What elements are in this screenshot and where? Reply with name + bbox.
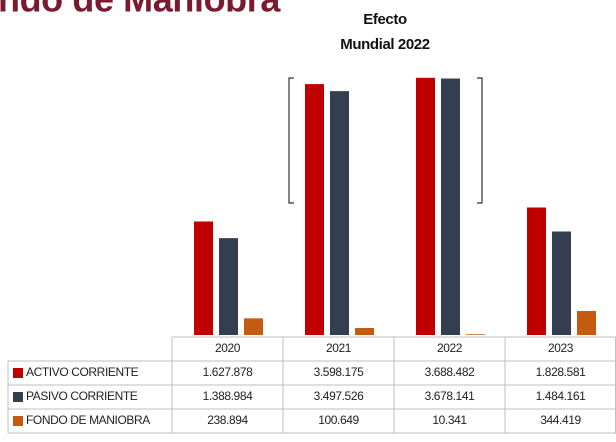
data-label: 100.649 xyxy=(318,413,359,427)
legend-swatch xyxy=(13,392,23,402)
annotation: Efecto xyxy=(363,11,407,28)
data-label: 344.419 xyxy=(540,413,581,427)
data-label: 10.341 xyxy=(432,413,467,427)
bar xyxy=(416,77,435,335)
data-label: 1.484.161 xyxy=(536,389,587,403)
legend-swatch xyxy=(13,368,23,378)
bar xyxy=(194,221,213,335)
bracket xyxy=(477,77,483,204)
legend-swatch xyxy=(13,416,23,426)
legend-label: FONDO DE MANIOBRA xyxy=(26,413,150,427)
data-label: 1.627.878 xyxy=(203,365,254,379)
bar xyxy=(466,334,485,335)
bracket xyxy=(288,77,294,204)
bar xyxy=(244,318,263,335)
data-label: 3.598.175 xyxy=(314,365,365,379)
bar xyxy=(577,310,596,335)
x-tick-label: 2022 xyxy=(437,341,463,355)
bar xyxy=(219,238,238,335)
data-label: 1.388.984 xyxy=(203,389,254,403)
bar xyxy=(441,78,460,335)
chart-title: ndo de Maniobra xyxy=(0,0,281,20)
x-tick-label: 2020 xyxy=(215,341,241,355)
bar xyxy=(330,91,349,335)
bar xyxy=(305,84,324,336)
data-label: 238.894 xyxy=(207,413,248,427)
legend-label: ACTIVO CORRIENTE xyxy=(26,365,139,379)
x-tick-label: 2023 xyxy=(548,341,574,355)
bar xyxy=(527,207,546,335)
bar xyxy=(355,327,374,335)
bar xyxy=(552,231,571,335)
data-label: 3.497.526 xyxy=(314,389,365,403)
data-label: 1.828.581 xyxy=(536,365,587,379)
legend-label: PASIVO CORRIENTE xyxy=(26,389,138,403)
x-tick-label: 2021 xyxy=(326,341,352,355)
data-label: 3.688.482 xyxy=(425,365,476,379)
data-label: 3.678.141 xyxy=(425,389,476,403)
annotation: Mundial 2022 xyxy=(340,36,429,53)
